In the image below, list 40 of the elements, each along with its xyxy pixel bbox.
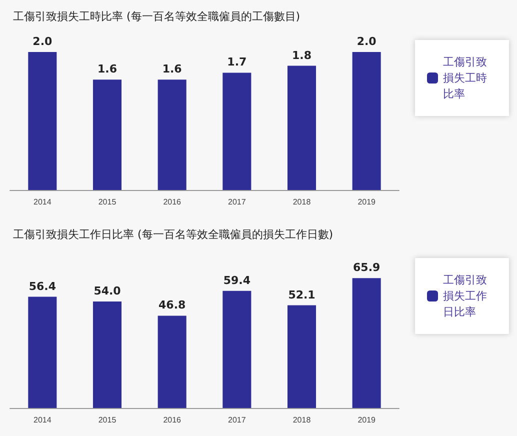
bar: [92, 80, 122, 190]
x-tick-label: 2017: [228, 198, 246, 206]
bar: [28, 52, 57, 190]
data-label: 65.9: [353, 261, 380, 274]
legend-label: 工傷引致損失工作日比率: [443, 274, 487, 318]
x-tick-label: 2017: [228, 416, 246, 424]
data-label: 54.0: [94, 284, 122, 298]
data-label: 1.7: [227, 56, 247, 69]
data-label: 2.0: [356, 35, 377, 48]
data-label: 52.1: [288, 288, 316, 302]
bar: [222, 290, 252, 408]
x-tick-label: 2019: [358, 416, 376, 424]
data-label: 59.4: [223, 274, 251, 287]
data-label: 2.0: [32, 35, 52, 48]
x-tick-label: 2016: [163, 416, 182, 424]
data-label: 46.8: [158, 298, 186, 312]
data-label: 1.8: [292, 48, 312, 62]
x-tick-label: 2015: [98, 198, 117, 206]
data-label: 1.6: [162, 62, 182, 76]
x-tick-label: 2018: [292, 416, 312, 424]
bar: [158, 316, 186, 408]
data-label: 1.6: [98, 62, 118, 76]
bar: [352, 278, 381, 408]
chart-title: 工傷引致損失工作日比率 (每一百名等效全職僱員的損失工作日數): [13, 228, 334, 241]
bar: [92, 302, 122, 408]
bar: [287, 66, 316, 190]
bar: [222, 72, 252, 190]
x-tick-label: 2014: [34, 416, 52, 424]
bar: [158, 80, 186, 190]
x-tick-label: 2014: [34, 198, 52, 206]
x-tick-label: 2015: [98, 416, 117, 424]
legend-label: 工傷引致損失工時比率: [443, 56, 487, 100]
data-label: 56.4: [28, 280, 56, 293]
x-tick-label: 2019: [358, 198, 376, 206]
bar: [287, 305, 316, 408]
chart-title: 工傷引致損失工時比率 (每一百名等效全職僱員的工傷數目): [13, 10, 300, 23]
bar: [352, 52, 381, 190]
bar: [28, 296, 57, 408]
x-tick-label: 2018: [292, 198, 312, 206]
x-tick-label: 2016: [163, 198, 182, 206]
